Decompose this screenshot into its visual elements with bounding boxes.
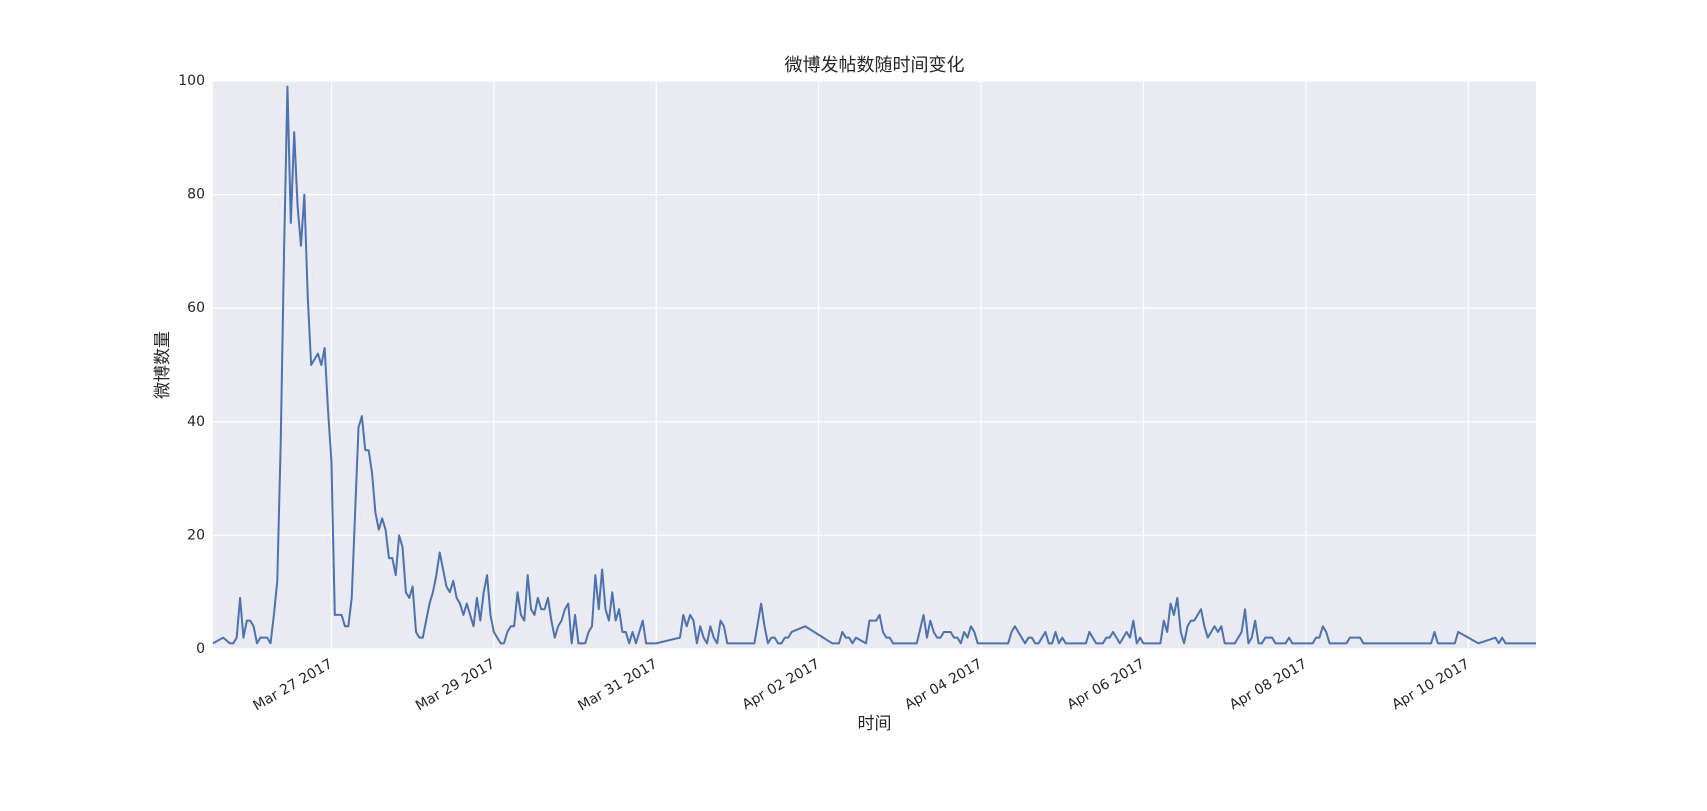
x-tick-label: Apr 08 2017: [1227, 656, 1310, 713]
y-tick-label: 100: [178, 73, 205, 89]
x-tick-label: Mar 31 2017: [575, 656, 660, 714]
x-tick-label: Apr 02 2017: [740, 656, 823, 713]
x-tick-label: Apr 04 2017: [902, 656, 985, 713]
y-tick-label: 80: [187, 187, 205, 203]
x-tick-label: Mar 29 2017: [413, 656, 498, 714]
x-tick-label: Mar 27 2017: [251, 656, 336, 714]
y-tick-label: 60: [187, 300, 205, 316]
plot-area: [213, 81, 1536, 649]
x-tick-label: Apr 10 2017: [1389, 656, 1472, 713]
y-tick-label: 40: [187, 414, 205, 430]
chart-title: 微博发帖数随时间变化: [785, 55, 965, 76]
y-tick-label: 0: [196, 641, 205, 657]
x-tick-label: Apr 06 2017: [1065, 656, 1148, 713]
x-axis-label: 时间: [858, 714, 892, 734]
y-tick-label: 20: [187, 527, 205, 543]
data-line: [212, 85, 1536, 645]
y-axis-label: 微博数量: [153, 331, 173, 399]
